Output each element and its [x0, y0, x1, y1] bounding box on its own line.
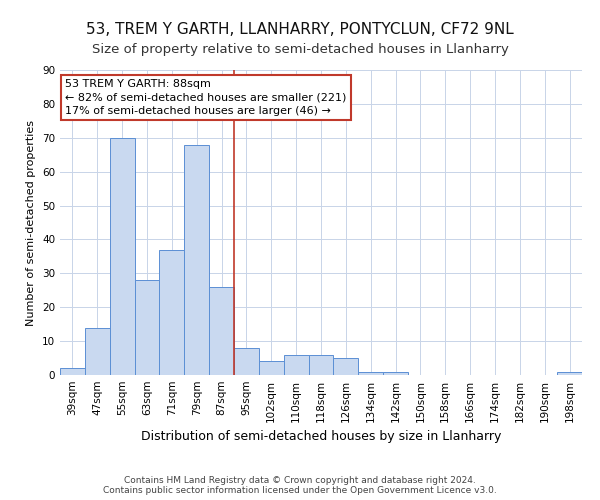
- Bar: [134, 280, 160, 375]
- Text: 53 TREM Y GARTH: 88sqm
← 82% of semi-detached houses are smaller (221)
17% of se: 53 TREM Y GARTH: 88sqm ← 82% of semi-det…: [65, 79, 347, 116]
- Bar: [209, 287, 234, 375]
- Bar: [184, 144, 209, 375]
- Bar: [284, 354, 308, 375]
- Bar: [85, 328, 110, 375]
- Text: Contains HM Land Registry data © Crown copyright and database right 2024.
Contai: Contains HM Land Registry data © Crown c…: [103, 476, 497, 495]
- Bar: [234, 348, 259, 375]
- Text: Size of property relative to semi-detached houses in Llanharry: Size of property relative to semi-detach…: [92, 42, 508, 56]
- Text: 53, TREM Y GARTH, LLANHARRY, PONTYCLUN, CF72 9NL: 53, TREM Y GARTH, LLANHARRY, PONTYCLUN, …: [86, 22, 514, 38]
- Bar: [557, 372, 582, 375]
- Bar: [60, 368, 85, 375]
- Bar: [160, 250, 184, 375]
- Bar: [358, 372, 383, 375]
- Bar: [110, 138, 134, 375]
- Bar: [334, 358, 358, 375]
- Y-axis label: Number of semi-detached properties: Number of semi-detached properties: [26, 120, 37, 326]
- Bar: [308, 354, 334, 375]
- X-axis label: Distribution of semi-detached houses by size in Llanharry: Distribution of semi-detached houses by …: [141, 430, 501, 444]
- Bar: [383, 372, 408, 375]
- Bar: [259, 362, 284, 375]
